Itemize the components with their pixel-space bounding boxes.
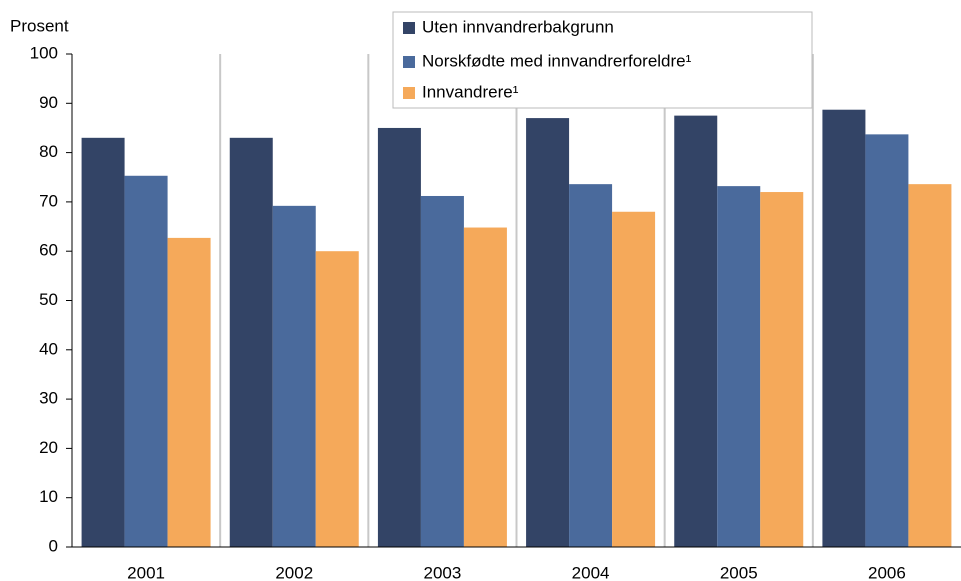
x-tick-label: 2002 xyxy=(275,563,313,581)
y-tick-label: 0 xyxy=(49,536,58,555)
y-tick-label: 10 xyxy=(39,487,58,506)
legend-label: Uten innvandrerbakgrunn xyxy=(422,17,614,36)
bar xyxy=(908,184,952,548)
bar xyxy=(822,109,866,548)
legend-label: Innvandrere¹ xyxy=(422,82,519,101)
bar xyxy=(865,134,909,547)
y-tick-label: 90 xyxy=(39,93,58,112)
legend-swatch xyxy=(403,22,415,34)
bar xyxy=(569,184,613,548)
legend-swatch xyxy=(403,56,415,68)
bar xyxy=(463,227,507,547)
y-tick-label: 50 xyxy=(39,290,58,309)
bar xyxy=(124,175,168,547)
legend-box xyxy=(392,11,813,109)
y-tick-label: 70 xyxy=(39,191,58,210)
y-tick-label: 80 xyxy=(39,142,58,161)
y-tick-label: 30 xyxy=(39,389,58,408)
x-tick-label: 2001 xyxy=(127,563,165,581)
bar xyxy=(167,237,211,547)
x-tick-label: 2006 xyxy=(868,563,906,581)
bar xyxy=(612,211,656,547)
y-axis-label: Prosent xyxy=(10,16,69,35)
y-tick-label: 100 xyxy=(30,43,58,62)
bar xyxy=(717,186,761,547)
bar xyxy=(272,205,316,547)
y-tick-label: 20 xyxy=(39,438,58,457)
bar xyxy=(81,137,125,547)
bar xyxy=(377,127,421,547)
bar xyxy=(674,115,718,547)
x-tick-label: 2004 xyxy=(572,563,610,581)
legend-swatch xyxy=(403,87,415,99)
x-tick-label: 2005 xyxy=(720,563,758,581)
y-tick-label: 60 xyxy=(39,241,58,260)
bar xyxy=(526,118,570,547)
x-tick-label: 2003 xyxy=(424,563,462,581)
legend-label: Norskfødte med innvandrerforeldre¹ xyxy=(422,51,692,70)
bar xyxy=(420,195,464,547)
y-tick-label: 40 xyxy=(39,339,58,358)
bar xyxy=(760,192,804,548)
bar xyxy=(315,251,359,547)
bar xyxy=(229,137,273,547)
